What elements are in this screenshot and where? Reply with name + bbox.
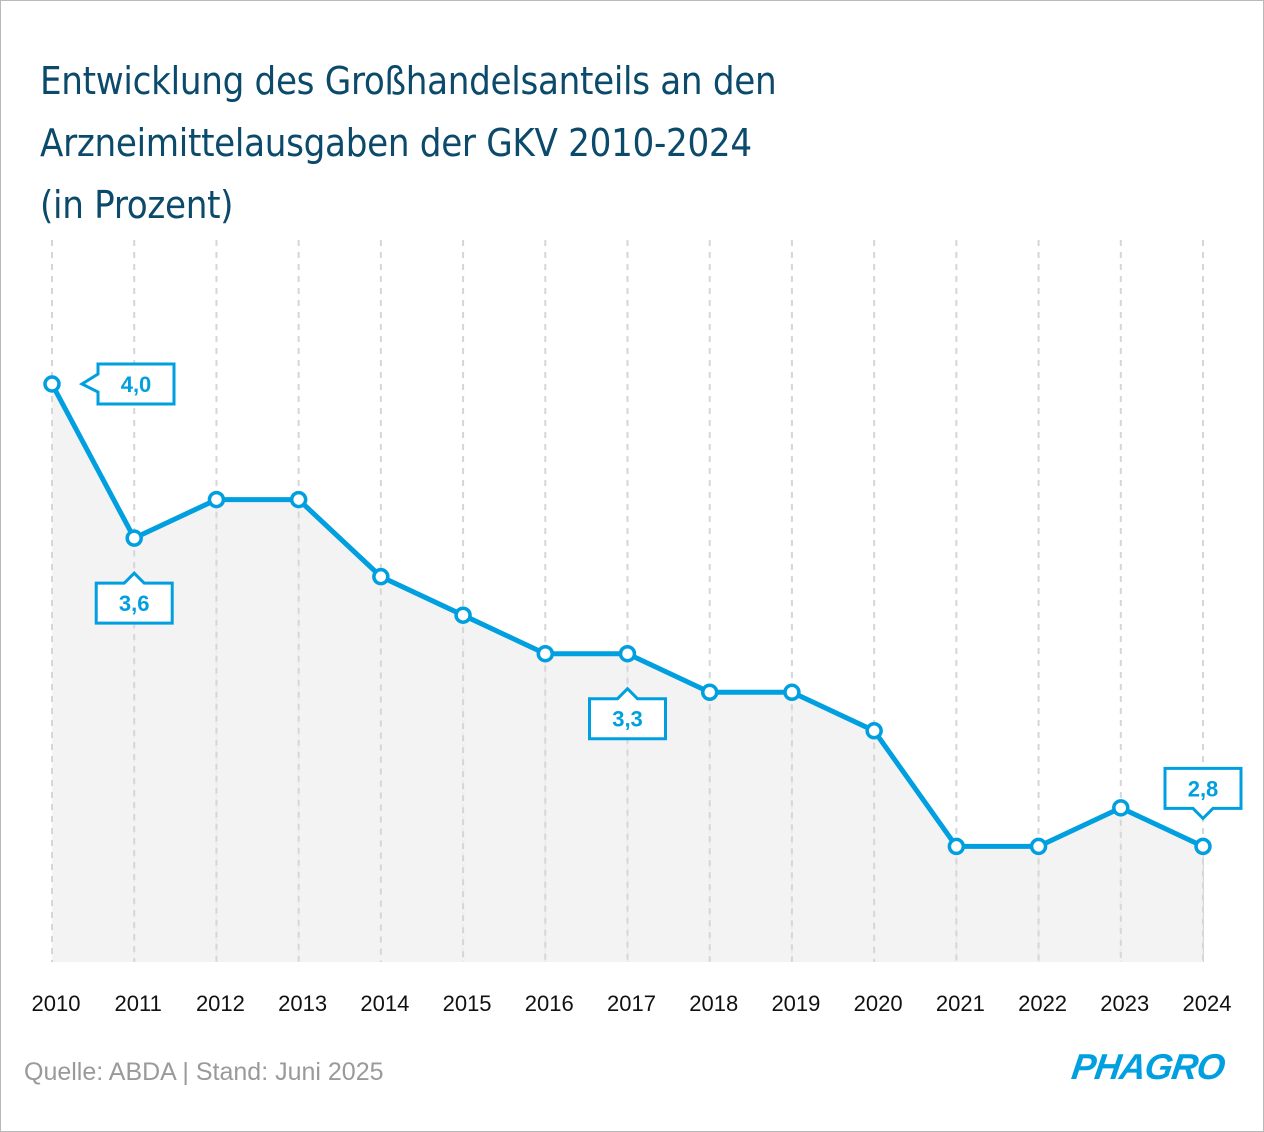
phagro-logo: PHAGRO <box>1069 1046 1227 1087</box>
x-tick-label-2023: 2023 <box>1100 991 1149 1016</box>
x-tick-label-2018: 2018 <box>689 991 738 1016</box>
data-label-2017: 3,3 <box>612 707 643 732</box>
data-label-box-2010 <box>78 362 176 406</box>
data-label-box-2024 <box>1163 766 1243 821</box>
data-label-box-2017 <box>588 686 667 741</box>
title-line-1: Entwicklung des Großhandelsanteils an de… <box>40 59 777 103</box>
x-tick-label-2017: 2017 <box>607 991 656 1016</box>
data-label-2010: 4,0 <box>121 372 152 397</box>
data-point-2022 <box>1029 837 1048 856</box>
title-line-3: (in Prozent) <box>40 183 234 227</box>
x-tick-label-2019: 2019 <box>771 991 820 1016</box>
data-label-box-2011 <box>94 571 174 625</box>
data-label-2024: 2,8 <box>1188 776 1219 801</box>
x-tick-label-2012: 2012 <box>196 991 245 1016</box>
data-point-2013 <box>289 490 308 509</box>
data-point-2020 <box>865 722 883 740</box>
data-point-2024 <box>1194 837 1212 856</box>
x-tick-label-2022: 2022 <box>1018 991 1067 1016</box>
data-point-2016 <box>536 644 555 663</box>
data-label-2011: 3,6 <box>119 591 150 616</box>
data-point-2010 <box>43 375 61 393</box>
data-point-2021 <box>947 837 966 856</box>
x-tick-label-2010: 2010 <box>32 991 81 1016</box>
title-line-2: Arzneimittelausgaben der GKV 2010-2024 <box>40 121 752 165</box>
source-note: Quelle: ABDA | Stand: Juni 2025 <box>24 1058 384 1086</box>
area-fill <box>52 384 1203 962</box>
x-tick-label-2021: 2021 <box>936 991 985 1016</box>
data-point-2018 <box>700 683 719 702</box>
x-tick-label-2015: 2015 <box>443 991 492 1016</box>
data-point-2011 <box>125 529 143 547</box>
data-point-2017 <box>618 644 637 663</box>
chart-title: Entwicklung des Großhandelsanteils an de… <box>40 50 1040 236</box>
x-tick-label-2014: 2014 <box>360 991 409 1016</box>
x-tick-label-2013: 2013 <box>278 991 327 1016</box>
data-point-2012 <box>207 490 226 509</box>
x-tick-label-2016: 2016 <box>525 991 574 1016</box>
data-point-2023 <box>1112 799 1130 817</box>
x-tick-label-2020: 2020 <box>854 991 903 1016</box>
data-point-2014 <box>372 567 390 586</box>
x-tick-label-2024: 2024 <box>1183 991 1232 1016</box>
data-point-2015 <box>454 606 472 624</box>
x-tick-label-2011: 2011 <box>115 991 162 1016</box>
data-point-2019 <box>783 683 801 702</box>
